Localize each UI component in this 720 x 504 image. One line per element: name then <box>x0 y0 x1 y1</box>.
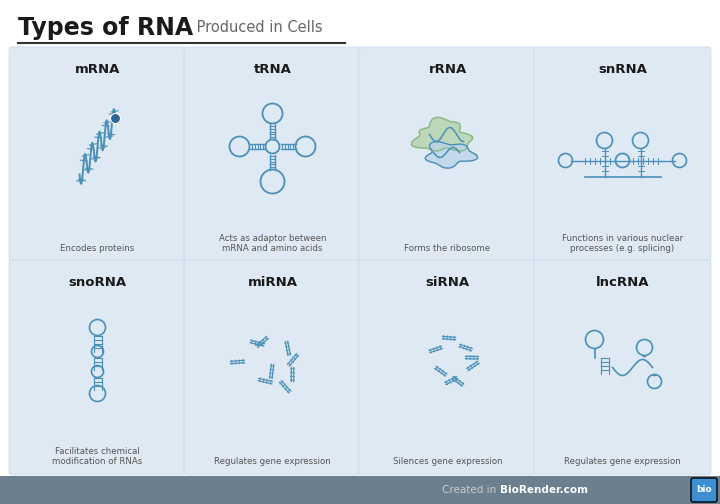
Text: Functions in various nuclear
processes (e.g. splicing): Functions in various nuclear processes (… <box>562 233 683 253</box>
Text: Types of RNA: Types of RNA <box>18 16 193 40</box>
FancyBboxPatch shape <box>9 260 186 475</box>
Text: snoRNA: snoRNA <box>68 276 127 289</box>
FancyBboxPatch shape <box>9 47 186 262</box>
Text: Regulates gene expression: Regulates gene expression <box>564 457 681 466</box>
Polygon shape <box>426 142 477 168</box>
Text: Forms the ribosome: Forms the ribosome <box>405 244 490 253</box>
Text: miRNA: miRNA <box>248 276 297 289</box>
Polygon shape <box>411 117 472 151</box>
Text: Acts as adaptor between
mRNA and amino acids: Acts as adaptor between mRNA and amino a… <box>219 233 326 253</box>
Text: Facilitates chemical
modification of RNAs: Facilitates chemical modification of RNA… <box>53 447 143 466</box>
Text: Silences gene expression: Silences gene expression <box>392 457 503 466</box>
Text: BioRender.com: BioRender.com <box>500 485 588 495</box>
Text: Encodes proteins: Encodes proteins <box>60 244 135 253</box>
Circle shape <box>110 113 120 123</box>
FancyBboxPatch shape <box>184 47 361 262</box>
Text: bio: bio <box>696 485 712 494</box>
FancyBboxPatch shape <box>359 260 536 475</box>
FancyBboxPatch shape <box>359 47 536 262</box>
Text: Created in: Created in <box>442 485 500 495</box>
FancyBboxPatch shape <box>184 260 361 475</box>
Text: tRNA: tRNA <box>253 63 292 76</box>
Text: snRNA: snRNA <box>598 63 647 76</box>
FancyBboxPatch shape <box>534 47 711 262</box>
Text: Produced in Cells: Produced in Cells <box>192 20 323 35</box>
Text: rRNA: rRNA <box>428 63 467 76</box>
Text: mRNA: mRNA <box>75 63 120 76</box>
Text: siRNA: siRNA <box>426 276 469 289</box>
Bar <box>0 476 720 504</box>
FancyBboxPatch shape <box>691 478 717 502</box>
FancyBboxPatch shape <box>534 260 711 475</box>
Text: Regulates gene expression: Regulates gene expression <box>214 457 331 466</box>
Text: lncRNA: lncRNA <box>595 276 649 289</box>
